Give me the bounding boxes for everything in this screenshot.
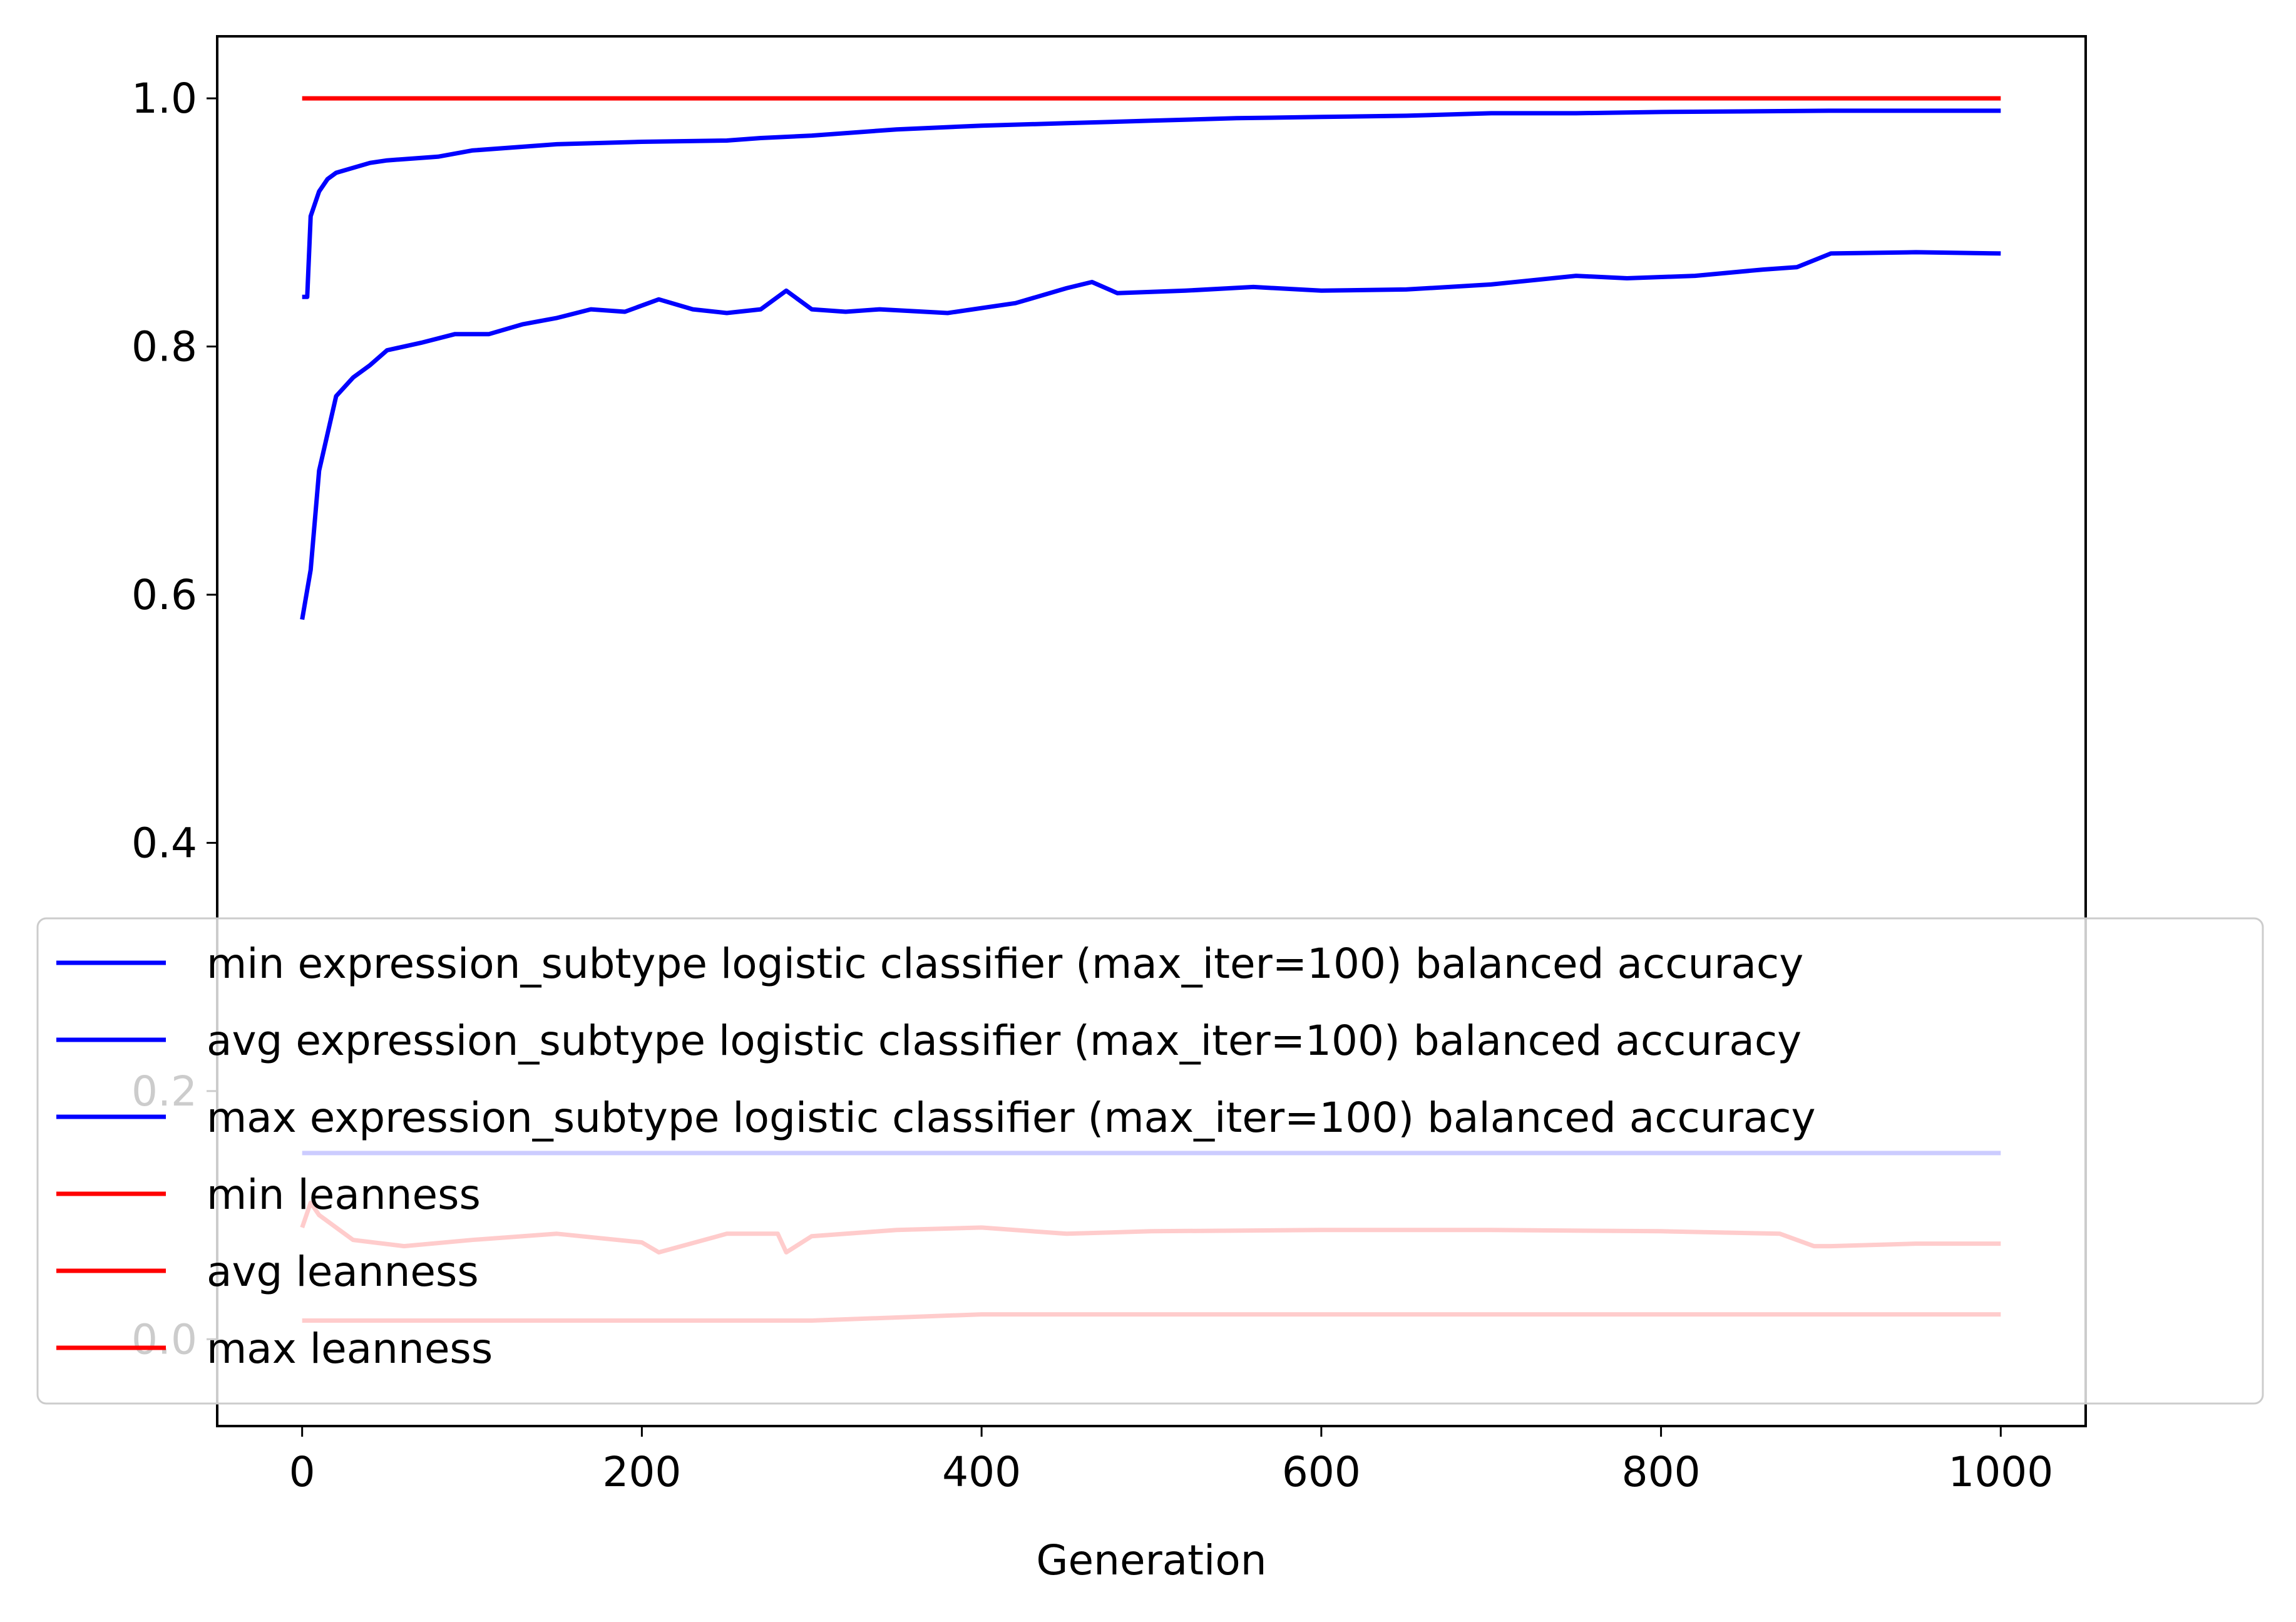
x-tick-label: 200 <box>602 1448 681 1496</box>
legend-label-5: avg leanness <box>207 1248 479 1296</box>
y-tick-label: 0.8 <box>131 323 197 371</box>
legend-label-6: max leanness <box>207 1325 493 1373</box>
x-tick-label: 1000 <box>1948 1448 2053 1496</box>
legend-box <box>36 917 2264 1405</box>
legend: min expression_subtype logistic classifi… <box>36 917 2264 1405</box>
x-tick-label: 400 <box>942 1448 1021 1496</box>
legend-label-2: avg expression_subtype logistic classifi… <box>207 1017 1801 1065</box>
y-tick-label: 1.0 <box>131 74 197 123</box>
series-line-3 <box>302 108 2001 299</box>
x-tick-label: 0 <box>289 1448 315 1496</box>
x-axis: 0 200 400 600 800 1000 <box>289 1426 2053 1496</box>
y-tick-label: 0.4 <box>131 819 197 867</box>
y-tick-label: 0.6 <box>131 571 197 619</box>
x-tick-label: 800 <box>1622 1448 1701 1496</box>
series-line-2 <box>300 250 2001 620</box>
x-axis-label: Generation <box>1036 1536 1266 1584</box>
legend-label-1: min expression_subtype logistic classifi… <box>207 940 1803 988</box>
plot-frame <box>216 35 2087 1427</box>
legend-label-3: max expression_subtype logistic classifi… <box>207 1094 1816 1142</box>
legend-label-4: min leanness <box>207 1171 481 1219</box>
x-tick-label: 600 <box>1282 1448 1361 1496</box>
